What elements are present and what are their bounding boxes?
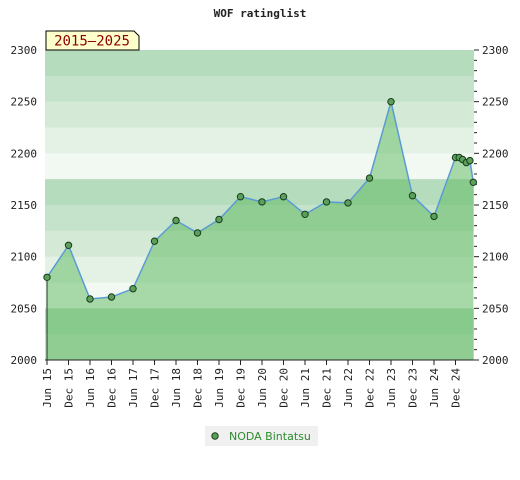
background-band bbox=[45, 127, 474, 154]
x-tick-label: Jun 16 bbox=[84, 368, 97, 408]
period-label: 2015–2025 bbox=[54, 34, 130, 50]
x-tick-label: Dec 15 bbox=[63, 368, 76, 408]
x-tick-label: Jun 22 bbox=[342, 368, 355, 408]
data-point[interactable] bbox=[43, 273, 51, 281]
x-tick-label: Jun 21 bbox=[299, 368, 312, 408]
x-tick-label: Dec 21 bbox=[321, 368, 334, 408]
data-point[interactable] bbox=[408, 192, 417, 200]
x-tick-label: Dec 18 bbox=[192, 368, 205, 408]
data-point[interactable] bbox=[64, 241, 73, 250]
x-tick-label: Dec 19 bbox=[235, 368, 248, 408]
y-tick-label-left: 2100 bbox=[11, 251, 38, 264]
data-point[interactable] bbox=[86, 295, 94, 303]
series-area bbox=[47, 101, 474, 360]
data-point[interactable] bbox=[193, 229, 202, 237]
background-band bbox=[45, 101, 474, 128]
data-point[interactable] bbox=[236, 193, 245, 201]
x-tick-label: Jun 18 bbox=[170, 368, 183, 408]
axes: 2000 2000 2050 2050 2100 2100 2150 2150 2200 2200… bbox=[11, 44, 509, 408]
chart-title: WOF ratinglist bbox=[214, 7, 307, 20]
y-tick-label-left: 2300 bbox=[11, 44, 38, 57]
x-tick-label: Jun 19 bbox=[213, 368, 226, 408]
legend-marker bbox=[211, 432, 219, 440]
y-tick-label-left: 2000 bbox=[11, 354, 38, 367]
data-point[interactable] bbox=[469, 178, 477, 187]
data-point[interactable] bbox=[466, 156, 474, 165]
period-badge: 2015–2025 bbox=[45, 30, 140, 51]
data-point[interactable] bbox=[430, 212, 438, 221]
x-tick-label: Jun 20 bbox=[256, 368, 269, 408]
y-tick-label-left: 2150 bbox=[11, 199, 38, 212]
data-point[interactable] bbox=[279, 193, 288, 201]
data-point[interactable] bbox=[387, 98, 395, 106]
x-tick-label: Jun 17 bbox=[127, 368, 140, 408]
y-tick-label-right: 2000 bbox=[482, 354, 509, 367]
data-point[interactable] bbox=[365, 174, 374, 182]
x-tick-label: Dec 17 bbox=[149, 368, 162, 408]
y-tick-label-right: 2200 bbox=[482, 147, 509, 160]
x-tick-label: Dec 16 bbox=[106, 368, 119, 408]
x-tick-label: Dec 20 bbox=[278, 368, 291, 408]
y-tick-label-right: 2050 bbox=[482, 302, 509, 315]
x-tick-label: Jun 24 bbox=[428, 368, 441, 408]
y-tick-label-right: 2100 bbox=[482, 251, 509, 264]
data-point[interactable] bbox=[301, 210, 309, 219]
data-point[interactable] bbox=[107, 293, 116, 301]
x-tick-label: Dec 23 bbox=[407, 368, 420, 408]
data-point[interactable] bbox=[258, 198, 266, 206]
legend-label: NODA Bintatsu bbox=[229, 430, 311, 443]
markers bbox=[43, 98, 477, 303]
y-tick-label-right: 2150 bbox=[482, 199, 509, 212]
data-point[interactable] bbox=[215, 215, 223, 224]
y-tick-label-left: 2250 bbox=[11, 96, 38, 109]
x-tick-label: Dec 24 bbox=[450, 368, 463, 408]
background-band bbox=[45, 75, 474, 103]
background-band bbox=[45, 153, 474, 180]
data-point[interactable] bbox=[129, 285, 137, 293]
data-point[interactable] bbox=[172, 216, 180, 225]
y-tick-label-right: 2250 bbox=[482, 96, 509, 109]
background-band bbox=[45, 50, 474, 77]
x-tick-label: Dec 22 bbox=[364, 368, 377, 408]
data-point[interactable] bbox=[344, 199, 352, 207]
y-tick-label-left: 2200 bbox=[11, 147, 38, 160]
x-tick-label: Jun 15 bbox=[41, 368, 54, 408]
x-tick-label: Jun 23 bbox=[385, 368, 398, 408]
legend[interactable]: NODA Bintatsu bbox=[205, 426, 318, 446]
data-point[interactable] bbox=[150, 237, 159, 245]
data-point[interactable] bbox=[322, 198, 331, 206]
y-tick-label-right: 2300 bbox=[482, 44, 509, 57]
y-tick-label-left: 2050 bbox=[11, 302, 38, 315]
